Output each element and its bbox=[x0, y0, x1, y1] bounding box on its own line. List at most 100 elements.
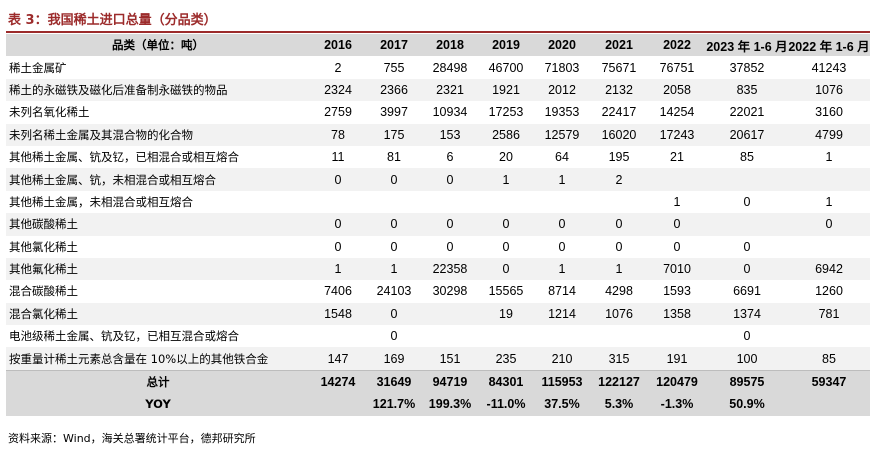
header-cell: 2016 bbox=[324, 38, 352, 53]
table-cell: 315 bbox=[608, 351, 630, 366]
table-cell: 1358 bbox=[663, 306, 691, 321]
table-cell: 1 bbox=[825, 150, 833, 165]
table-cell: 17253 bbox=[488, 105, 524, 120]
table-cell: 169 bbox=[383, 351, 405, 366]
header-cell: 2019 bbox=[492, 38, 520, 53]
table-row: 其他氯化稀土 0 0 0 0 0 0 0 0 bbox=[6, 235, 870, 258]
table-cell: 30298 bbox=[432, 284, 468, 299]
table-cell: 0 bbox=[558, 239, 566, 254]
table-cell: 0 bbox=[558, 217, 566, 232]
table-cell: 755 bbox=[383, 60, 405, 75]
table-cell bbox=[590, 191, 648, 213]
table-cell: 17243 bbox=[659, 127, 695, 142]
table-cell: 235 bbox=[495, 351, 517, 366]
table-cell: 0 bbox=[390, 172, 398, 187]
table-cell: 28498 bbox=[432, 60, 468, 75]
row-label: 其他稀土金属、钪及钇，已相混合或相互熔合 bbox=[9, 150, 239, 165]
table-cell: 835 bbox=[736, 82, 758, 97]
table-row: 稀土的永磁铁及磁化后准备制永磁铁的物品 2324 2366 2321 1921 2012 2… bbox=[6, 78, 870, 102]
table-cell: 10934 bbox=[432, 105, 468, 120]
table-row: 其他稀土金属、钪及钇，已相混合或相互熔合 11 81 6 20 64 195 21 85 1 bbox=[6, 145, 870, 169]
row-label: 按重量计稀土元素总含量在 10%以上的其他铁合金 bbox=[9, 351, 269, 366]
table-cell: 78 bbox=[331, 127, 345, 142]
header-cell: 2020 bbox=[548, 38, 576, 53]
table-cell: 191 bbox=[666, 351, 688, 366]
import-table: 品类（单位：吨） 2016 2017 2018 2019 2020 2021 2… bbox=[6, 34, 870, 416]
header-cell: 2023 年 1-6 月 bbox=[706, 39, 788, 54]
table-cell bbox=[422, 303, 478, 325]
table-cell: 8714 bbox=[548, 284, 576, 299]
table-cell: 59347 bbox=[811, 375, 847, 390]
table-cell bbox=[478, 325, 534, 347]
row-label: 未列名稀土金属及其混合物的化合物 bbox=[9, 127, 193, 142]
table-cell: 22358 bbox=[432, 262, 468, 277]
header-row: 品类（单位：吨） 2016 2017 2018 2019 2020 2021 2… bbox=[6, 34, 870, 57]
table-cell: 781 bbox=[818, 306, 840, 321]
table-cell bbox=[706, 213, 788, 235]
table-cell bbox=[366, 191, 422, 213]
table-cell bbox=[648, 168, 706, 190]
table-title: 表 3：我国稀土进口总量（分品类） bbox=[8, 13, 217, 28]
table-cell: 1 bbox=[615, 262, 623, 277]
table-cell: 0 bbox=[334, 172, 342, 187]
table-cell: 12579 bbox=[544, 127, 580, 142]
table-cell: 0 bbox=[743, 262, 751, 277]
table-cell bbox=[310, 325, 366, 347]
table-cell: 20617 bbox=[729, 127, 765, 142]
table-cell: 1076 bbox=[815, 82, 843, 97]
table-cell: 122127 bbox=[598, 375, 640, 390]
table-cell: 3997 bbox=[380, 105, 408, 120]
table-cell: 1 bbox=[673, 194, 681, 209]
table-cell: 0 bbox=[502, 262, 510, 277]
table-cell: 1593 bbox=[663, 284, 691, 299]
table-cell: 3160 bbox=[815, 105, 843, 120]
row-label: 其他稀土金属、钪，未相混合或相互熔合 bbox=[9, 172, 216, 187]
header-cell: 品类（单位：吨） bbox=[112, 38, 204, 53]
table-cell: 0 bbox=[390, 329, 398, 344]
table-cell: 85 bbox=[740, 150, 754, 165]
table-cell: 0 bbox=[390, 217, 398, 232]
table-cell: 14274 bbox=[320, 375, 356, 390]
table-cell bbox=[788, 168, 870, 190]
table-cell: 2 bbox=[334, 60, 342, 75]
table-cell: 84301 bbox=[488, 375, 524, 390]
table-cell: 153 bbox=[439, 127, 461, 142]
table-row: 稀土金属矿 2 755 28498 46700 71803 75671 76751 37852 4… bbox=[6, 56, 870, 79]
table-cell: 11 bbox=[331, 150, 345, 165]
row-label: 未列名氧化稀土 bbox=[9, 105, 90, 120]
table-cell: 1548 bbox=[324, 306, 352, 321]
table-cell: 14254 bbox=[659, 105, 695, 120]
table-cell: 0 bbox=[743, 239, 751, 254]
total-row: 总计 14274 31649 94719 84301 115953 122127 120479… bbox=[6, 370, 870, 394]
table-row: 混合氯化稀土 1548 0 19 1214 1076 1358 1374 781 bbox=[6, 302, 870, 326]
table-cell: 121.7% bbox=[372, 397, 416, 412]
row-label: 混合碳酸稀土 bbox=[9, 284, 78, 299]
table-cell: 19 bbox=[499, 306, 513, 321]
table-cell bbox=[534, 325, 590, 347]
row-label: 稀土金属矿 bbox=[9, 60, 67, 75]
table-cell: 4298 bbox=[605, 284, 633, 299]
table-row: 按重量计稀土元素总含量在 10%以上的其他铁合金 147 169 151 235 210 3… bbox=[6, 347, 870, 371]
row-label: 其他碳酸稀土 bbox=[9, 217, 78, 232]
table-cell: 24103 bbox=[376, 284, 412, 299]
table-cell: 2586 bbox=[492, 127, 520, 142]
table-cell bbox=[534, 191, 590, 213]
table-cell: 0 bbox=[615, 239, 623, 254]
table-cell: 1 bbox=[825, 194, 833, 209]
table-cell: 15565 bbox=[488, 284, 524, 299]
table-cell: 120479 bbox=[656, 375, 698, 390]
table-cell bbox=[422, 325, 478, 347]
table-cell: 22021 bbox=[729, 105, 765, 120]
source-note: 资料来源：Wind，海关总署统计平台，德邦研究所 bbox=[8, 432, 256, 445]
table-cell bbox=[648, 325, 706, 347]
table-cell: 2321 bbox=[436, 82, 464, 97]
table-cell: 31649 bbox=[376, 375, 412, 390]
table-row: 其他碳酸稀土 0 0 0 0 0 0 0 0 bbox=[6, 213, 870, 236]
row-label: 稀土的永磁铁及磁化后准备制永磁铁的物品 bbox=[9, 82, 228, 97]
table-cell: 1 bbox=[502, 172, 510, 187]
yoy-row: YOY 121.7% 199.3% -11.0% 37.5% 5.3% -1.3% 50.9% bbox=[6, 393, 870, 416]
table-cell: 37852 bbox=[729, 60, 765, 75]
table-row: 未列名稀土金属及其混合物的化合物 78 175 153 2586 12579 16020 17… bbox=[6, 123, 870, 146]
row-label: 其他稀土金属，未相混合或相互熔合 bbox=[9, 194, 193, 209]
header-cell: 2021 bbox=[605, 38, 633, 53]
